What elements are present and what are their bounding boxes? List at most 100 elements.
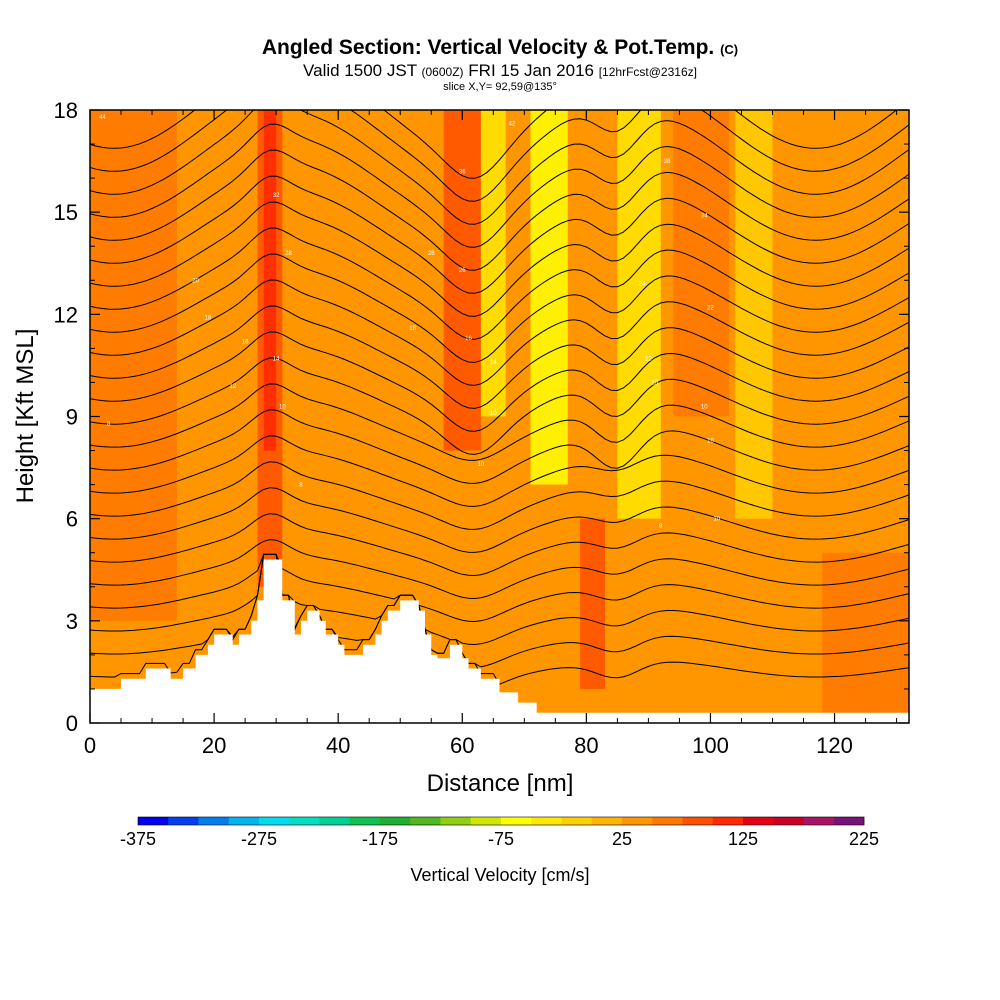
contour-label: 14: [273, 357, 280, 363]
colorbar-swatch: [561, 817, 593, 825]
theta-contour: [90, 513, 909, 577]
theta-contour: [90, 253, 909, 363]
velocity-band: [90, 110, 177, 621]
contour-label: 28: [285, 251, 292, 257]
colorbar-swatch: [138, 817, 169, 825]
y-tick-label: 9: [66, 405, 78, 430]
contour-label: 8: [107, 421, 111, 427]
contour-label: 10: [651, 380, 658, 386]
contour-label: 42: [509, 122, 516, 128]
valid-time-line: Valid 1500 JST (0600Z) FRI 15 Jan 2016 […: [0, 62, 1000, 81]
colorbar-swatch: [228, 817, 260, 825]
theta-contour: [90, 201, 909, 317]
colorbar-swatch: [198, 817, 230, 825]
colorbar-tick-label: -275: [241, 829, 277, 849]
contour-label: 10: [490, 411, 497, 417]
velocity-field: [90, 110, 909, 723]
theta-contour: [90, 435, 909, 507]
x-tick-label: 20: [202, 733, 226, 758]
theta-contour: [90, 123, 909, 248]
x-tick-label: 100: [692, 733, 729, 758]
colorbar-swatch: [440, 817, 472, 825]
contour-label: 12: [645, 357, 652, 363]
theta-contour: [90, 553, 909, 623]
theta-contour: [90, 409, 909, 484]
x-tick-label: 40: [326, 733, 350, 758]
theta-contour: [90, 110, 909, 225]
contour-label: 32: [273, 193, 280, 199]
y-tick-label: 3: [66, 609, 78, 634]
contour-label: 14: [490, 360, 497, 366]
colorbar-swatch: [743, 817, 774, 825]
theta-contour: [90, 110, 898, 179]
theta-contour: [90, 383, 909, 461]
theta-contour: [90, 279, 909, 386]
velocity-band: [617, 110, 661, 519]
contour-label: 10: [279, 404, 286, 410]
colorbar-tick-label: -75: [488, 829, 514, 849]
colorbar-swatch: [591, 817, 623, 825]
contour-label: 20: [192, 278, 199, 284]
y-tick-label: 12: [54, 302, 78, 327]
terrain-mask: [90, 559, 909, 723]
theta-contour: [90, 149, 909, 271]
contour-label: 16: [242, 340, 249, 346]
chart-title-text: Angled Section: Vertical Velocity & Pot.…: [261, 36, 715, 59]
contour-label: 10: [701, 404, 708, 410]
y-tick-label: 18: [54, 98, 78, 123]
theta-contour: [90, 553, 909, 646]
velocity-band: [822, 552, 909, 723]
theta-contour: [90, 461, 909, 530]
velocity-band: [443, 110, 481, 451]
contour-label: 18: [205, 316, 212, 322]
colorbar-swatch: [410, 817, 441, 825]
contour-label: 10: [707, 438, 714, 444]
contour-label: 28: [428, 251, 435, 257]
contour-label: 26: [459, 268, 466, 274]
velocity-band: [580, 518, 605, 689]
theta-contour: [90, 539, 909, 600]
slice-info: slice X,Y= 92,59@135°: [443, 81, 557, 93]
contour-label: 22: [707, 306, 714, 312]
colorbar-swatch: [652, 817, 683, 825]
valid-date: FRI 15 Jan 2016: [468, 61, 594, 80]
colorbar-swatch: [259, 817, 290, 825]
colorbar-swatch: [833, 817, 865, 825]
colorbar-swatch: [349, 817, 381, 825]
contour-label: 38: [664, 159, 671, 165]
y-tick-label: 6: [66, 507, 78, 532]
contour-label: 36: [459, 169, 466, 175]
colorbar: -375 -275 -175 -75 25 125 225: [120, 816, 879, 849]
colorbar-tick-label: 25: [612, 829, 632, 849]
colorbar-swatch: [501, 817, 532, 825]
colorbar-swatch: [622, 817, 653, 825]
velocity-band: [480, 110, 506, 417]
contour-label: 24: [639, 282, 646, 288]
colorbar-swatch: [531, 817, 562, 825]
forecast-info: [12hrFcst@2316z]: [598, 65, 697, 79]
copyright-mark: (C): [720, 42, 739, 57]
theta-contour: [90, 357, 909, 455]
contour-label: 34: [701, 214, 708, 220]
x-tick-label: 0: [84, 733, 96, 758]
contour-labels: 44 42 36 38 32 34 28 28 26 20 24 22 18 18 16 16 14 14 12 12…: [99, 115, 721, 530]
contour-label: 8: [659, 523, 663, 529]
colorbar-swatch: [319, 817, 351, 825]
theta-contour: [90, 175, 909, 294]
colorbar-tick-label: -175: [362, 829, 398, 849]
colorbar-swatch: [289, 817, 320, 825]
y-tick-label: 15: [54, 200, 78, 225]
theta-contour: [90, 305, 909, 409]
colorbar-tick-label: 125: [728, 829, 758, 849]
colorbar-tick-label: 225: [849, 829, 879, 849]
colorbar-swatch: [470, 817, 502, 825]
x-axis-label: Distance [nm]: [427, 770, 574, 797]
velocity-band: [673, 110, 730, 417]
colorbar-swatch: [380, 817, 411, 825]
contour-label: 16: [465, 336, 472, 342]
contour-label: 10: [713, 517, 720, 523]
colorbar-swatch: [773, 817, 804, 825]
colorbar-swatch: [803, 817, 835, 825]
colorbar-swatch: [712, 817, 744, 825]
